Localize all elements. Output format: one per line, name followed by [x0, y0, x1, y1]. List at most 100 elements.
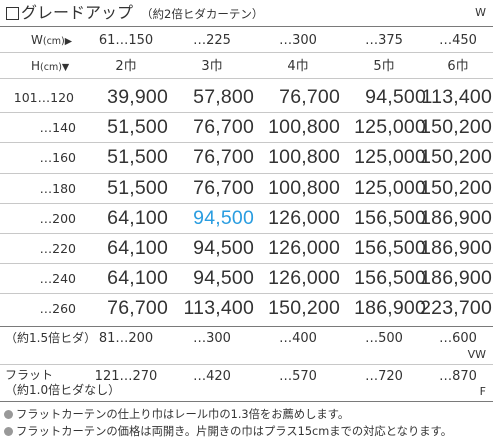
panel-count-cell: 3巾 — [201, 59, 223, 74]
divider-top — [0, 26, 493, 27]
width-range-cell: …300 — [279, 33, 317, 48]
price-cell: 113,400 — [421, 86, 492, 108]
price-cell: 186,900 — [420, 267, 492, 290]
price-cell: 76,700 — [107, 297, 168, 320]
flat-label-line2: （約1.0倍ヒダなし） — [5, 383, 121, 397]
divider-notes — [0, 401, 493, 402]
row-height-label: …240 — [39, 271, 76, 287]
price-cell: 76,700 — [193, 176, 254, 199]
price-cell: 94,500 — [193, 267, 254, 290]
panel-count-cell: 5巾 — [373, 59, 395, 74]
approx15-width-cell: …400 — [279, 331, 317, 346]
panel-count-cell: 6巾 — [447, 59, 469, 74]
price-cell: 126,000 — [268, 206, 340, 229]
page-subtitle: （約2倍ヒダカーテン） — [141, 7, 264, 21]
page-title: グレードアップ — [21, 3, 134, 22]
row-divider — [0, 172, 493, 174]
approx15-width-cell: …300 — [193, 331, 231, 346]
approx15-width-cell: …500 — [365, 331, 403, 346]
divider-footer — [0, 326, 493, 327]
price-cell: 186,900 — [420, 237, 492, 259]
price-cell: 156,500 — [354, 206, 426, 229]
width-label: W — [31, 33, 43, 47]
note-2-text: フラットカーテンの価格は両開き。片開きの巾はプラス15cmまでの対応となります。 — [16, 425, 453, 438]
bullet-icon — [4, 410, 13, 419]
grade-code-w: W — [475, 6, 486, 19]
price-cell: 64,100 — [107, 267, 168, 290]
panel-count-cell: 4巾 — [287, 59, 309, 74]
height-label: H — [31, 59, 41, 73]
price-cell: 100,800 — [268, 176, 340, 199]
approx15-width-cell: …600 — [439, 331, 477, 346]
row-divider — [0, 202, 493, 204]
approx15-code: VW — [467, 348, 486, 361]
note-2: フラットカーテンの価格は両開き。片開きの巾はプラス15cmまでの対応となります。 — [4, 425, 452, 439]
price-cell: 186,900 — [354, 297, 426, 320]
price-cell: 100,800 — [268, 146, 340, 169]
note-1-text: フラットカーテンの仕上り巾はレール巾の1.3倍をお薦めします。 — [16, 408, 350, 421]
price-cell: 94,500 — [193, 237, 254, 259]
price-cell: 51,500 — [107, 146, 168, 169]
row-height-label: …180 — [39, 180, 76, 196]
price-cell: 150,200 — [420, 176, 492, 199]
height-unit: (cm) — [40, 62, 62, 73]
arrow-down-icon: ▼ — [61, 62, 70, 73]
price-cell-highlighted: 94,500 — [193, 206, 254, 229]
price-cell: 100,800 — [268, 116, 340, 139]
price-cell: 150,200 — [420, 146, 492, 169]
flat-label-line1: フラット — [5, 368, 54, 382]
price-cell: 156,500 — [354, 267, 426, 290]
width-unit: (cm) — [42, 36, 65, 47]
price-cell: 125,000 — [354, 116, 426, 139]
row-height-label: …160 — [39, 150, 76, 166]
bullet-icon — [4, 427, 13, 436]
row-divider — [0, 142, 493, 144]
row-height-label: …260 — [39, 301, 76, 317]
row-height-label: 101…120 — [13, 90, 74, 105]
flat-width-cell: 121…270 — [94, 369, 158, 384]
width-range-cell: …225 — [193, 33, 231, 48]
arrow-right-icon: ▶ — [64, 36, 73, 47]
price-cell: 64,100 — [107, 206, 168, 229]
panel-count-cell: 2巾 — [115, 59, 137, 74]
price-cell: 223,700 — [420, 297, 492, 320]
width-range-cell: …450 — [439, 33, 477, 48]
price-cell: 126,000 — [268, 237, 340, 259]
price-cell: 57,800 — [193, 86, 254, 108]
flat-width-cell: …570 — [279, 369, 317, 384]
row-height-label: …220 — [39, 241, 76, 256]
note-1: フラットカーテンの仕上り巾はレール巾の1.3倍をお薦めします。 — [4, 408, 349, 422]
divider-flat — [0, 364, 493, 365]
width-range-cell: …375 — [365, 33, 403, 48]
width-range-cell: 61…150 — [98, 33, 154, 48]
divider-panels — [0, 78, 493, 79]
flat-width-cell: …720 — [365, 369, 403, 384]
price-cell: 125,000 — [354, 176, 426, 199]
price-cell: 94,500 — [365, 86, 426, 108]
height-header-label: H(cm)▼ — [31, 58, 69, 76]
width-header-label: W(cm)▶ — [31, 32, 72, 50]
title-checkbox-square — [6, 7, 19, 20]
flat-width-cell: …870 — [439, 369, 477, 384]
price-cell: 113,400 — [183, 297, 254, 320]
price-cell: 51,500 — [107, 176, 168, 199]
flat-width-cell: …420 — [193, 369, 231, 384]
price-cell: 125,000 — [354, 146, 426, 169]
price-cell: 156,500 — [354, 237, 426, 259]
price-cell: 76,700 — [193, 116, 254, 139]
divider-width — [0, 52, 493, 53]
price-cell: 186,900 — [420, 206, 492, 229]
approx15-width-cell: 81…200 — [98, 331, 154, 346]
price-cell: 126,000 — [268, 267, 340, 290]
price-cell: 150,200 — [268, 297, 340, 320]
price-cell: 39,900 — [107, 86, 168, 108]
price-cell: 76,700 — [193, 146, 254, 169]
row-divider — [0, 293, 493, 295]
price-cell: 150,200 — [420, 116, 492, 139]
row-divider — [0, 233, 493, 234]
row-divider — [0, 112, 493, 114]
row-divider — [0, 263, 493, 265]
price-cell: 51,500 — [107, 116, 168, 139]
price-cell: 64,100 — [107, 237, 168, 259]
flat-code: F — [479, 385, 486, 398]
